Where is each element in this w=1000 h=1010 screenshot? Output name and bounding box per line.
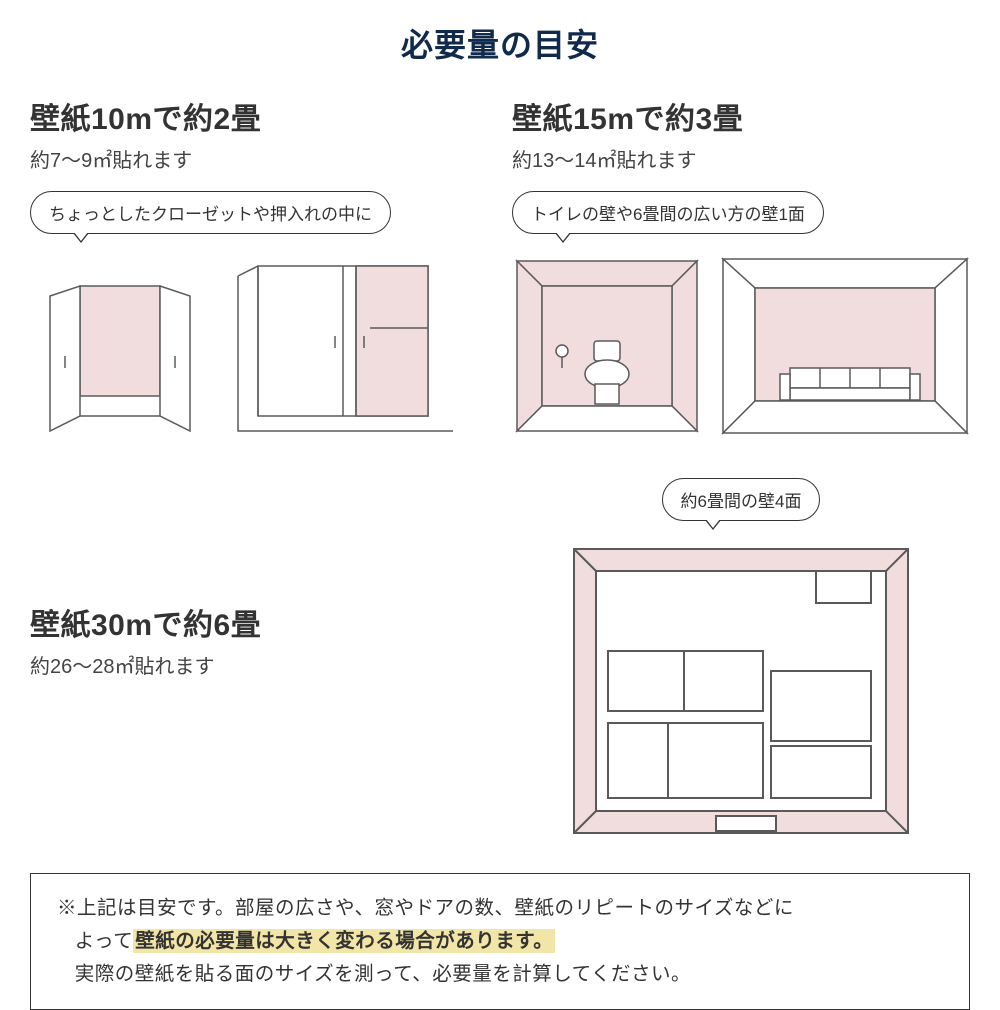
living-wall-icon	[720, 256, 970, 436]
bubble-30m: 約6畳間の壁4面	[662, 478, 821, 521]
heading-10m: 壁紙10mで約2畳	[30, 94, 482, 138]
note-line2: よって壁紙の必要量は大きく変わる場合があります。	[57, 925, 943, 958]
bubble-15m: トイレの壁や6畳間の広い方の壁1面	[512, 191, 824, 234]
toilet-room-icon	[512, 256, 702, 436]
bubble-10m: ちょっとしたクローゼットや押入れの中に	[30, 191, 391, 234]
content-grid: 壁紙10mで約2畳 約7〜9㎡貼れます ちょっとしたクローゼットや押入れの中に	[30, 94, 970, 841]
section-15m: 壁紙15mで約3畳 約13〜14㎡貼れます トイレの壁や6畳間の広い方の壁1面	[512, 94, 970, 436]
sub-15m: 約13〜14㎡貼れます	[512, 144, 970, 173]
note-line3-text: 実際の壁紙を貼る面のサイズを測って、必要量を計算してください。	[75, 963, 691, 985]
section-30m-illus: 約6畳間の壁4面	[512, 460, 970, 841]
closet-open-icon	[30, 256, 210, 436]
note-line2-pre: よって	[75, 930, 133, 952]
closet-sliding-icon	[228, 256, 458, 436]
note-line1: ※上記は目安です。部屋の広さや、窓やドアの数、壁紙のリピートのサイズなどに	[57, 892, 943, 925]
page-title: 必要量の目安	[30, 20, 970, 66]
illus-row-15m	[512, 256, 970, 436]
note-line3: 実際の壁紙を貼る面のサイズを測って、必要量を計算してください。	[57, 958, 943, 991]
note-highlight: 壁紙の必要量は大きく変わる場合があります。	[133, 929, 555, 953]
floor-plan-icon	[512, 541, 970, 841]
heading-30m: 壁紙30mで約6畳	[30, 600, 482, 644]
sub-10m: 約7〜9㎡貼れます	[30, 144, 482, 173]
heading-15m: 壁紙15mで約3畳	[512, 94, 970, 138]
illus-row-10m	[30, 256, 482, 436]
sub-30m: 約26〜28㎡貼れます	[30, 650, 482, 679]
section-30m: 壁紙30mで約6畳 約26〜28㎡貼れます	[30, 460, 482, 841]
note-box: ※上記は目安です。部屋の広さや、窓やドアの数、壁紙のリピートのサイズなどに よっ…	[30, 873, 970, 1010]
section-10m: 壁紙10mで約2畳 約7〜9㎡貼れます ちょっとしたクローゼットや押入れの中に	[30, 94, 482, 436]
